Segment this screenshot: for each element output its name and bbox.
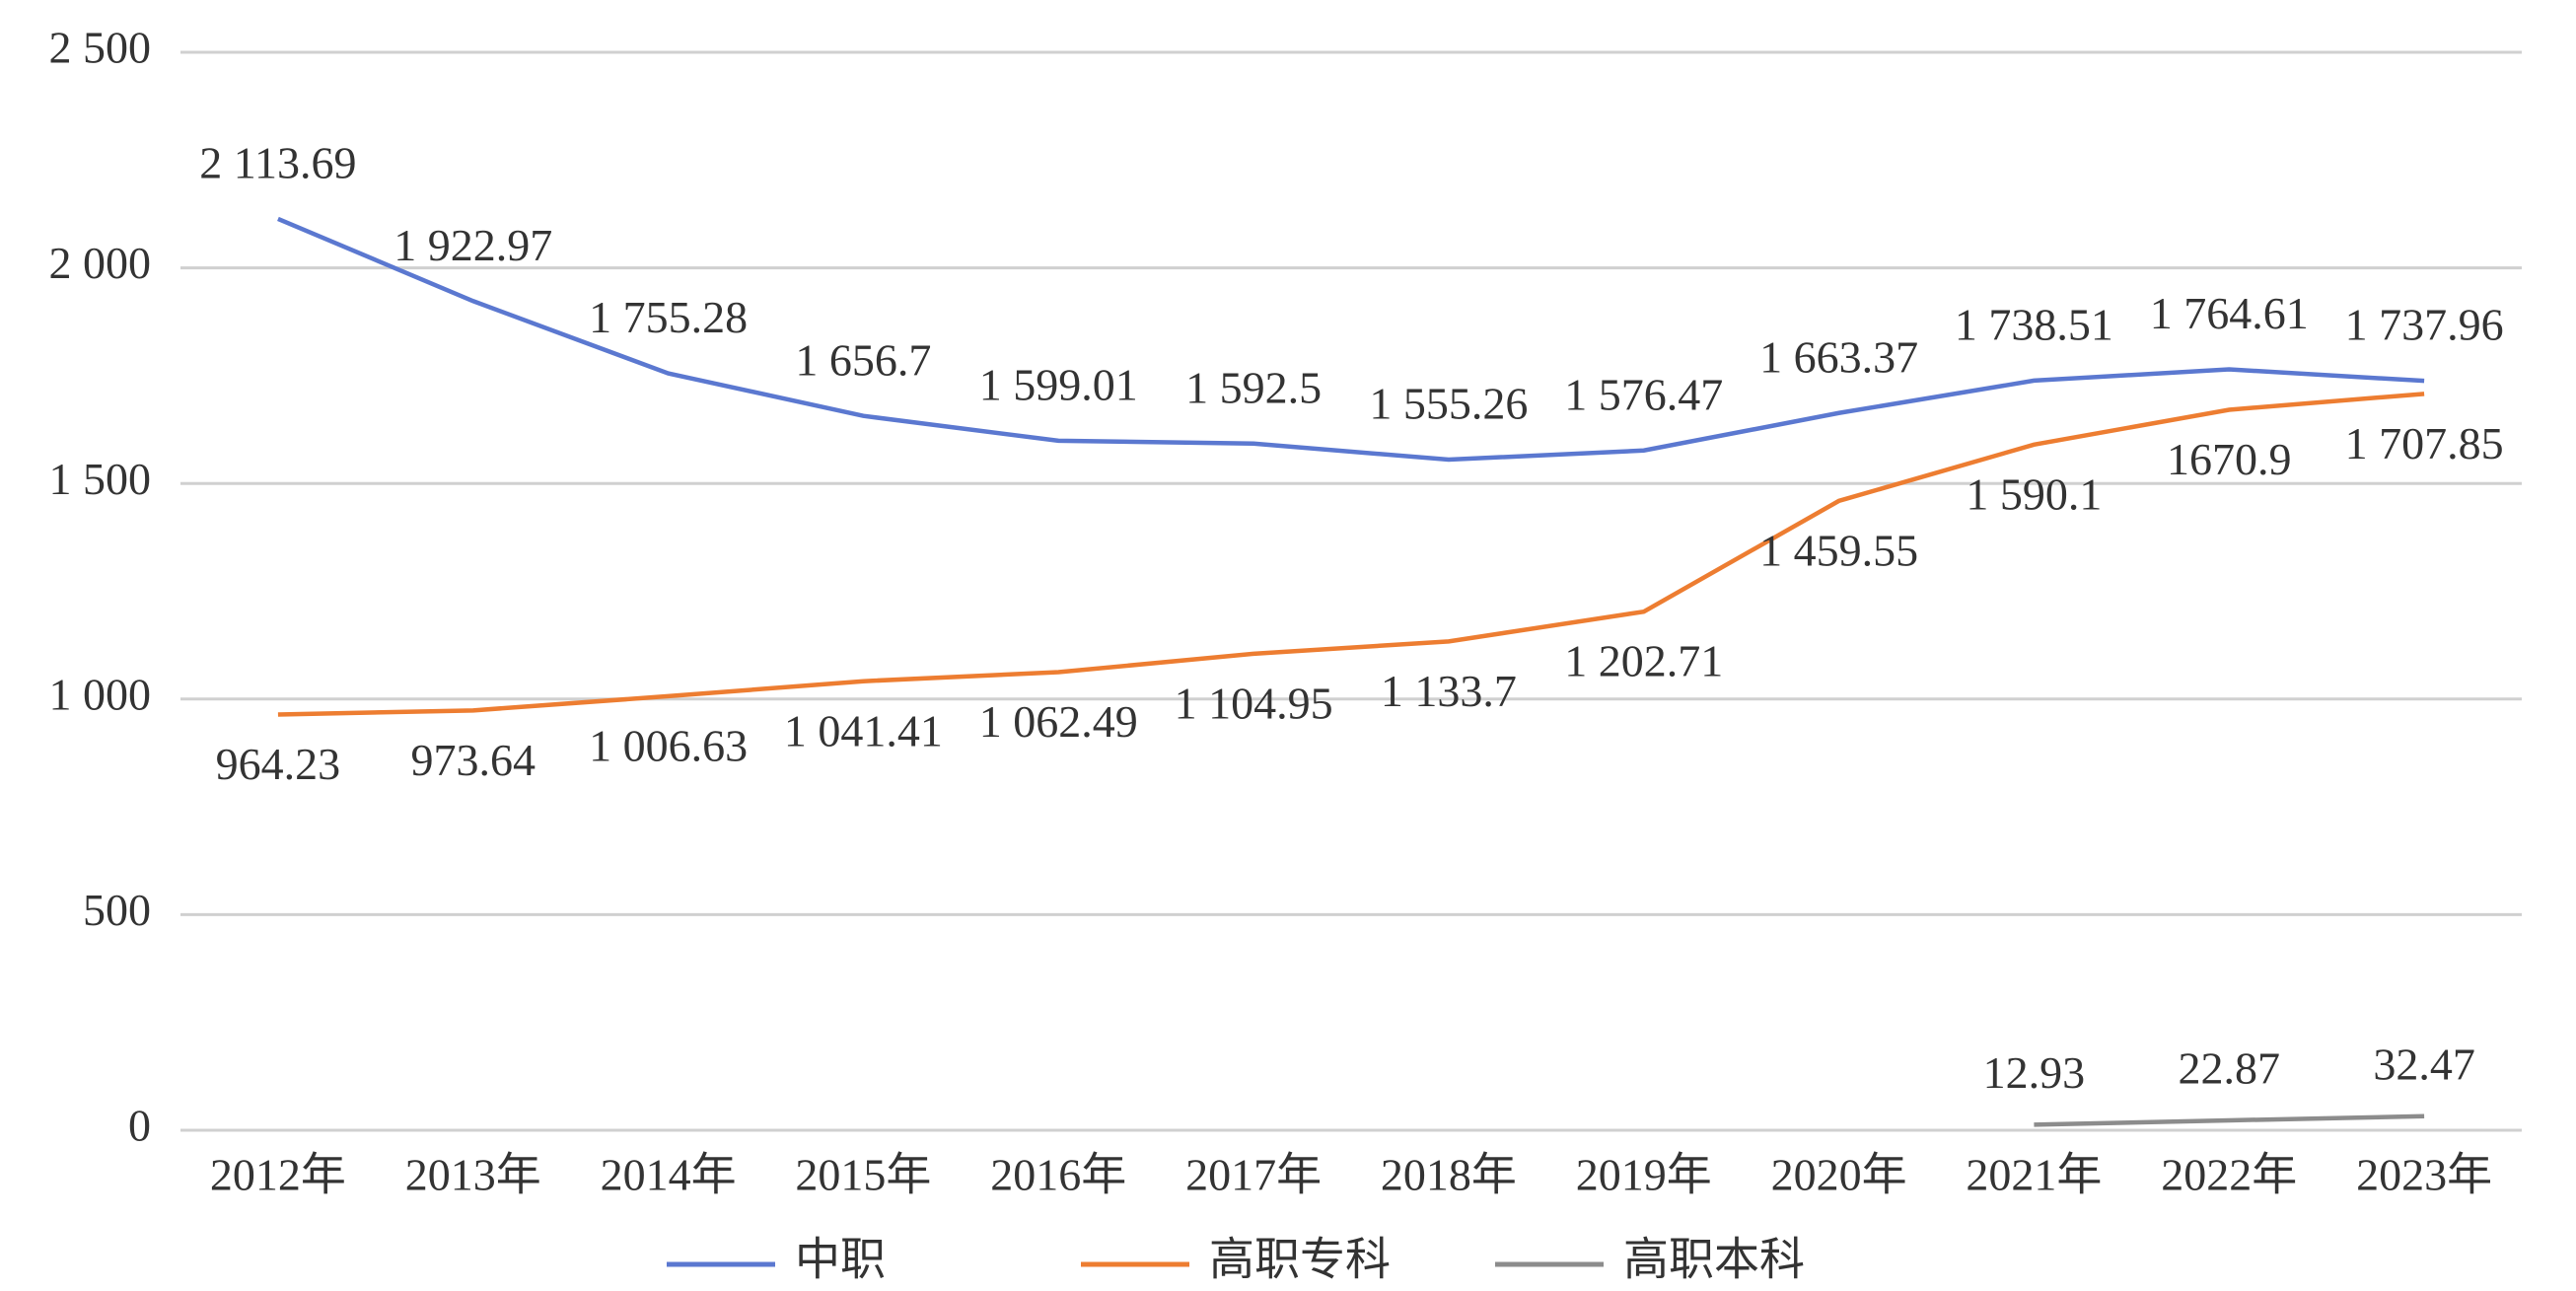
data-label: 1 133.7: [1381, 666, 1517, 716]
x-tick-label: 2021年: [1966, 1150, 2102, 1200]
data-label: 22.87: [2179, 1043, 2281, 1094]
data-label: 964.23: [216, 739, 341, 789]
x-tick-label: 2019年: [1576, 1150, 1712, 1200]
data-label: 2 113.69: [199, 137, 356, 187]
data-label: 1 062.49: [979, 696, 1138, 747]
y-tick-label: 2 500: [49, 23, 152, 73]
data-label: 1 663.37: [1759, 331, 1918, 382]
legend-label: 高职专科: [1209, 1235, 1391, 1285]
data-label: 1 737.96: [2345, 300, 2504, 350]
legend-label: 高职本科: [1623, 1235, 1805, 1285]
data-label: 1670.9: [2167, 434, 2292, 484]
data-label: 1 755.28: [589, 292, 748, 342]
legend-label: 中职: [795, 1235, 886, 1285]
y-tick-label: 1 500: [49, 454, 152, 504]
y-tick-label: 1 000: [49, 669, 152, 719]
data-label: 1 459.55: [1759, 525, 1918, 575]
data-label: 32.47: [2373, 1039, 2475, 1089]
x-tick-label: 2013年: [405, 1150, 541, 1200]
x-tick-label: 2016年: [990, 1150, 1126, 1200]
data-label: 1 599.01: [979, 359, 1138, 409]
y-tick-label: 500: [83, 885, 151, 935]
y-tick-label: 2 000: [49, 238, 152, 288]
series-line: [277, 216, 2425, 463]
x-tick-label: 2020年: [1771, 1150, 1907, 1200]
x-tick-label: 2015年: [795, 1150, 931, 1200]
x-tick-label: 2023年: [2356, 1150, 2492, 1200]
data-label: 1 104.95: [1175, 678, 1333, 728]
data-label: 1 656.7: [795, 334, 931, 385]
x-tick-label: 2014年: [601, 1150, 737, 1200]
data-label: 1 592.5: [1185, 362, 1322, 412]
series-line: [277, 392, 2425, 717]
data-label: 1 555.26: [1369, 379, 1528, 429]
data-label: 1 738.51: [1955, 299, 2113, 349]
data-label: 973.64: [411, 735, 537, 785]
series-line: [2034, 1113, 2425, 1127]
data-label: 1 041.41: [784, 705, 943, 755]
x-tick-label: 2018年: [1381, 1150, 1517, 1200]
data-label: 12.93: [1983, 1047, 2086, 1098]
x-tick-label: 2012年: [210, 1150, 346, 1200]
data-label: 1 006.63: [589, 720, 748, 770]
data-label: 1 202.71: [1564, 636, 1723, 686]
data-label: 1 707.85: [2345, 418, 2504, 468]
data-label: 1 764.61: [2150, 288, 2309, 338]
y-tick-label: 0: [128, 1101, 151, 1151]
x-tick-label: 2022年: [2161, 1150, 2297, 1200]
data-label: 1 576.47: [1564, 369, 1723, 419]
data-label: 1 922.97: [394, 220, 552, 270]
x-tick-label: 2017年: [1185, 1150, 1322, 1200]
data-label: 1 590.1: [1966, 468, 2102, 519]
